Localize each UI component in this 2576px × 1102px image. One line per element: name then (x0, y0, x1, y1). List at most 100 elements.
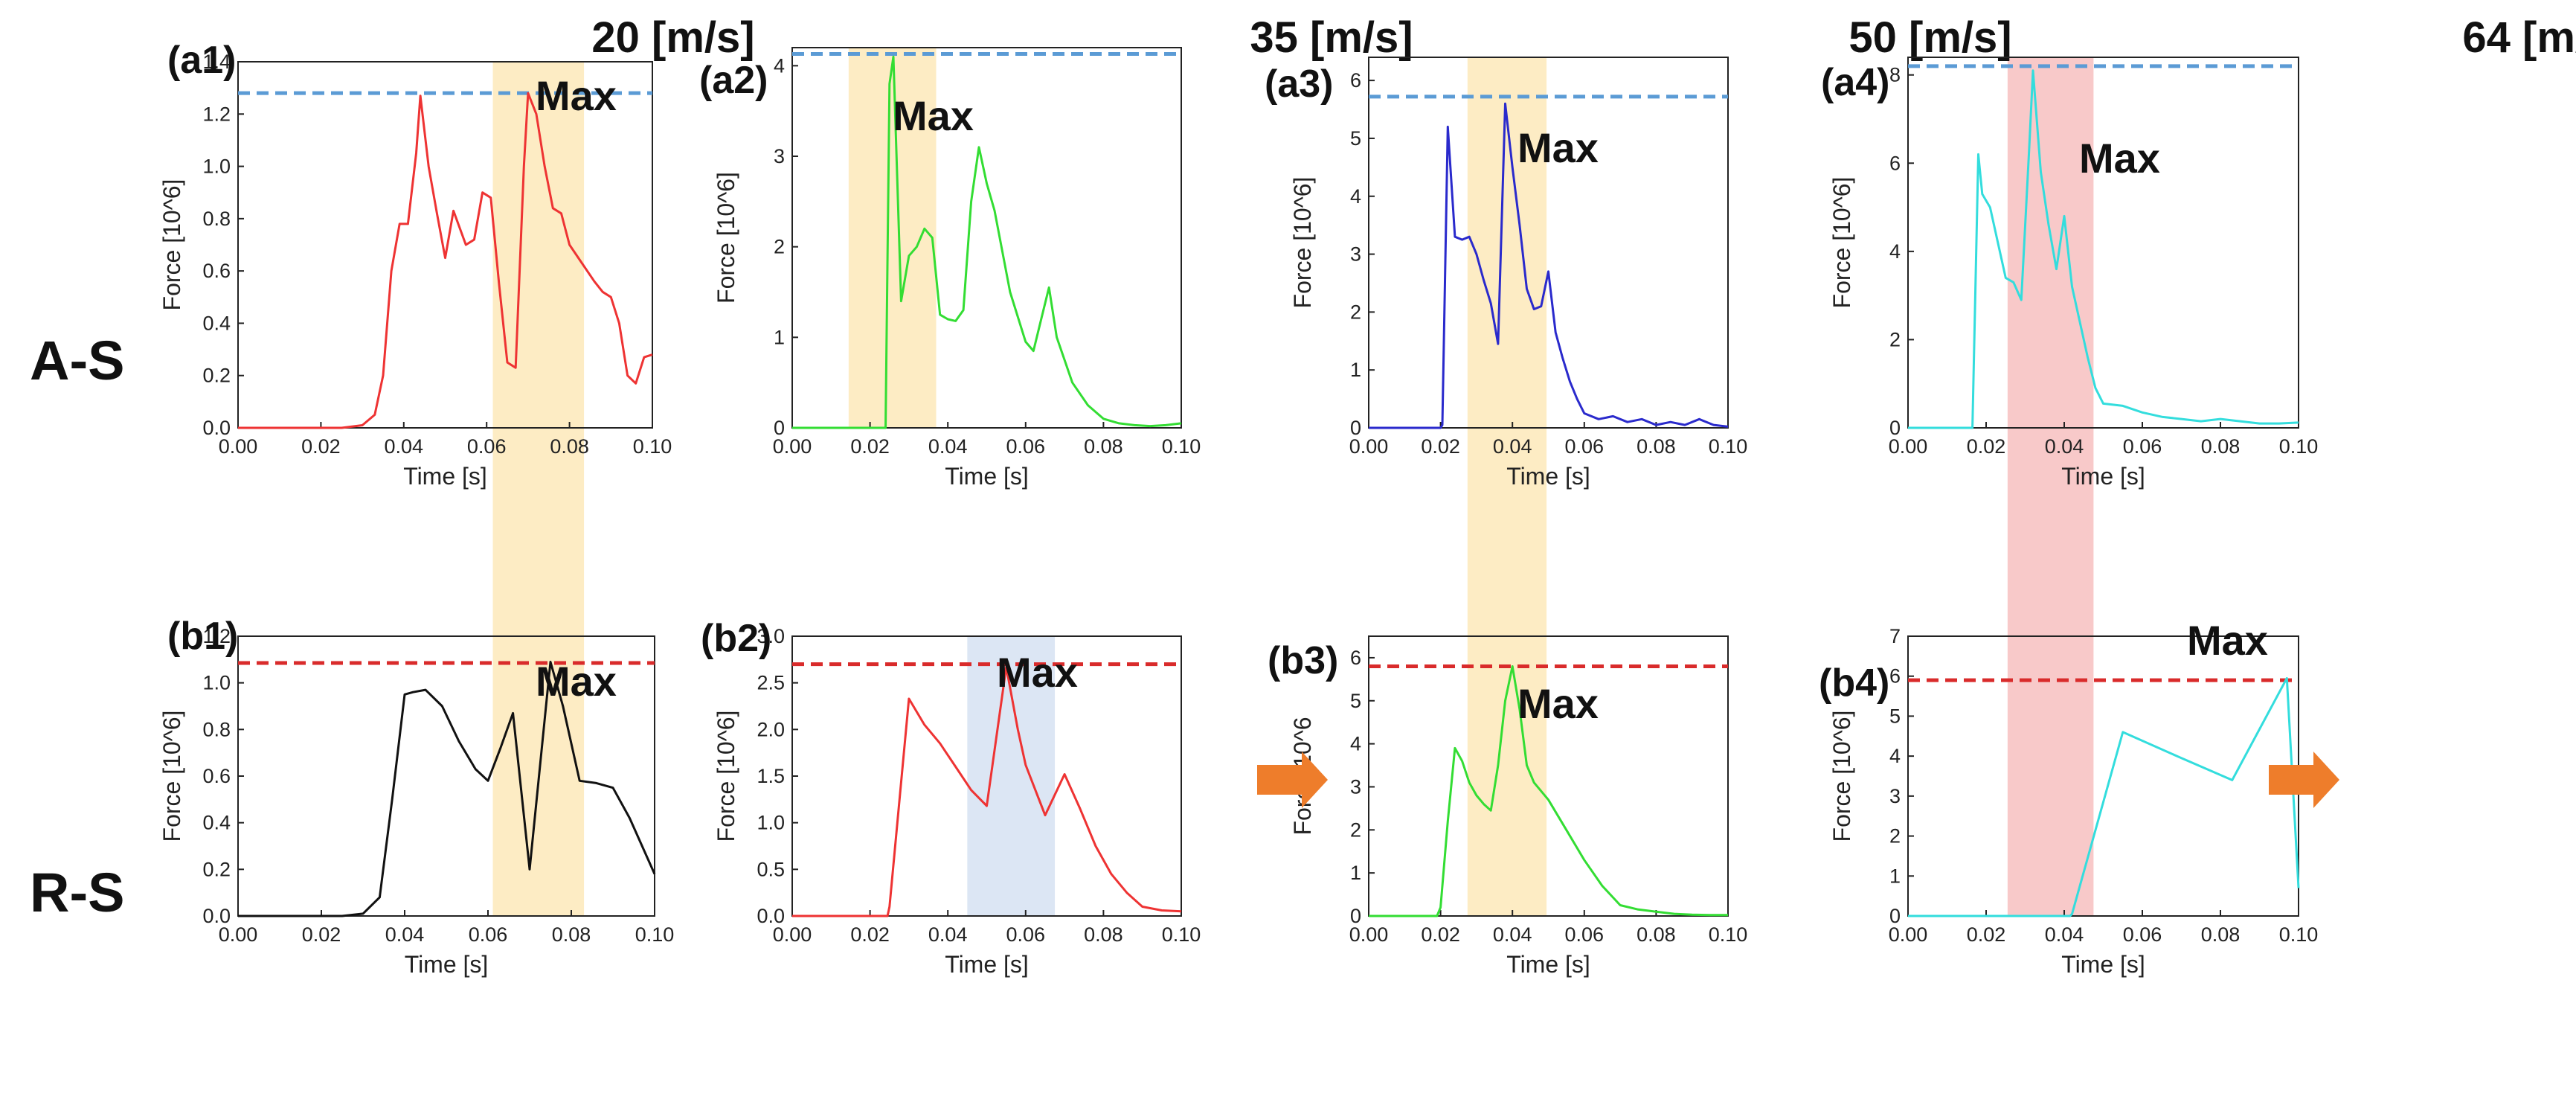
y-tick-label: 1.0 (202, 156, 231, 178)
x-axis-label: Time [s] (1506, 463, 1590, 490)
y-tick-label: 0.8 (202, 208, 231, 230)
x-tick-label: 0.02 (1421, 923, 1460, 946)
y-tick-label: 5 (1350, 127, 1361, 150)
x-tick-label: 0.00 (1349, 435, 1389, 458)
x-tick-label: 0.06 (1565, 923, 1605, 946)
y-tick-label: 3.0 (757, 625, 785, 647)
plot-frame (1907, 635, 2299, 917)
x-tick-label: 0.04 (928, 923, 968, 946)
y-tick-label: 4 (1350, 185, 1361, 208)
y-tick-label: 0.8 (202, 718, 231, 740)
x-tick-label: 0.04 (2045, 435, 2084, 458)
y-tick-label: 0.6 (202, 260, 231, 282)
orange-arrow-icon (2269, 752, 2339, 808)
y-tick-label: 0.2 (202, 365, 231, 387)
panel-label: (b2) (701, 617, 771, 660)
panel-b2: 0.00 0.02 0.04 0.06 0.08 0.10 0.0 0.5 1.0 1.5 2.0 2… (701, 617, 1201, 978)
x-axis-label: Time [s] (945, 463, 1029, 490)
y-tick-label: 1.2 (202, 625, 231, 647)
y-tick-label: 0.0 (757, 905, 785, 927)
speed-header-value: 20 (591, 13, 640, 62)
x-axis-label: Time [s] (1506, 951, 1590, 978)
speed-header-64: 64 [m/s] (2462, 13, 2576, 62)
y-tick-label: 2 (1889, 328, 1901, 350)
x-tick-label: 0.02 (302, 923, 341, 946)
max-annotation: Max (893, 92, 974, 139)
x-tick-label: 0.08 (552, 923, 591, 946)
highlight-band (967, 636, 1056, 916)
x-tick-label: 0.10 (635, 923, 675, 946)
x-tick-label: 0.06 (469, 923, 508, 946)
max-annotation: Max (1517, 680, 1599, 727)
y-axis-label: Force [10^6] (1289, 177, 1316, 309)
y-tick-label: 0.2 (202, 858, 231, 880)
x-tick-label: 0.08 (2201, 435, 2241, 458)
y-tick-label: 3 (1350, 243, 1361, 266)
y-tick-label: 4 (1889, 745, 1901, 767)
x-tick-label: 0.00 (1889, 435, 1928, 458)
y-tick-label: 4 (1889, 240, 1901, 263)
x-tick-label: 0.08 (550, 435, 589, 458)
panel-b1: 0.00 0.02 0.04 0.06 0.08 0.10 0.0 0.2 0.4 0.6 0.8 1… (158, 615, 674, 978)
x-tick-label: 0.00 (773, 923, 812, 946)
y-tick-label: 2.5 (757, 672, 785, 694)
y-tick-label: 0.6 (202, 765, 231, 787)
x-tick-label: 0.02 (1967, 435, 2006, 458)
x-tick-label: 0.10 (2279, 435, 2319, 458)
y-axis-label: Force [10^6] (158, 711, 185, 842)
y-tick-label: 6 (1889, 665, 1901, 688)
x-axis-label: Time [s] (405, 951, 489, 978)
panel-a3: 0.00 0.02 0.04 0.06 0.08 0.10 0 1 2 3 4 5 6 Time [s] F… (1265, 57, 1747, 490)
x-axis-label: Time [s] (2061, 463, 2145, 490)
x-tick-label: 0.02 (1967, 923, 2006, 946)
x-tick-label: 0.10 (2279, 923, 2319, 946)
max-annotation: Max (2079, 135, 2160, 182)
max-annotation: Max (2187, 617, 2268, 664)
speed-header-value: 50 (1849, 13, 1897, 62)
x-tick-label: 0.08 (1637, 435, 1676, 458)
y-tick-label: 0 (1350, 417, 1361, 439)
y-tick-label: 4 (774, 54, 785, 77)
y-tick-label: 0 (774, 417, 785, 439)
y-axis-label: Force [10^6] (158, 179, 185, 311)
y-tick-label: 0 (1889, 905, 1901, 927)
x-tick-label: 0.08 (1084, 435, 1123, 458)
y-tick-label: 5 (1350, 690, 1361, 712)
x-tick-label: 0.00 (773, 435, 812, 458)
max-annotation: Max (1517, 124, 1599, 171)
panel-b4: 0.00 0.02 0.04 0.06 0.08 0.10 0 1 2 3 4 5 6 7 Time [s]… (1819, 617, 2318, 978)
y-tick-label: 2 (774, 236, 785, 258)
y-axis-label: Force [10^6] (1828, 711, 1855, 842)
y-tick-label: 0.4 (202, 312, 231, 334)
y-tick-label: 1.2 (202, 103, 231, 125)
y-tick-label: 1 (1889, 865, 1901, 887)
series-line (792, 665, 1182, 917)
x-axis-label: Time [s] (2061, 951, 2145, 978)
series-line (238, 661, 656, 917)
y-tick-label: 1 (774, 326, 785, 348)
x-tick-label: 0.02 (850, 435, 890, 458)
x-tick-label: 0.04 (1493, 435, 1532, 458)
y-tick-label: 0.5 (757, 858, 785, 880)
x-tick-label: 0.08 (1084, 923, 1123, 946)
y-tick-label: 0.4 (202, 812, 231, 834)
x-tick-label: 0.10 (1162, 435, 1201, 458)
panel-label: (a3) (1265, 63, 1333, 106)
highlight-band-64ms (2007, 57, 2094, 916)
x-tick-label: 0.06 (2123, 923, 2162, 946)
x-tick-label: 0.04 (1493, 923, 1532, 946)
x-tick-label: 0.00 (1349, 923, 1389, 946)
series-line (1908, 676, 2300, 917)
orange-arrow-icon (1257, 752, 1328, 808)
speed-header-35: 35 [m/s] (1250, 13, 1413, 62)
x-tick-label: 0.06 (1006, 435, 1046, 458)
x-tick-label: 0.08 (2201, 923, 2241, 946)
x-tick-label: 0.06 (1565, 435, 1605, 458)
speed-header-unit: [m/s] (2522, 13, 2576, 62)
speed-header-value: 35 (1250, 13, 1298, 62)
panel-label: (b4) (1819, 661, 1889, 705)
panel-a2: 0.00 0.02 0.04 0.06 0.08 0.10 0 1 2 3 4 Time [s] For… (699, 47, 1201, 490)
speed-header-value: 64 (2462, 13, 2511, 62)
panel-label: (a4) (1821, 61, 1889, 104)
